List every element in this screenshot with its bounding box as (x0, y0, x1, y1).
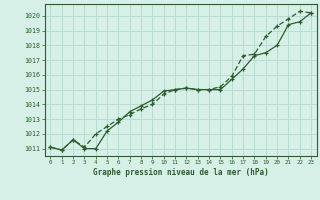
X-axis label: Graphe pression niveau de la mer (hPa): Graphe pression niveau de la mer (hPa) (93, 168, 269, 177)
